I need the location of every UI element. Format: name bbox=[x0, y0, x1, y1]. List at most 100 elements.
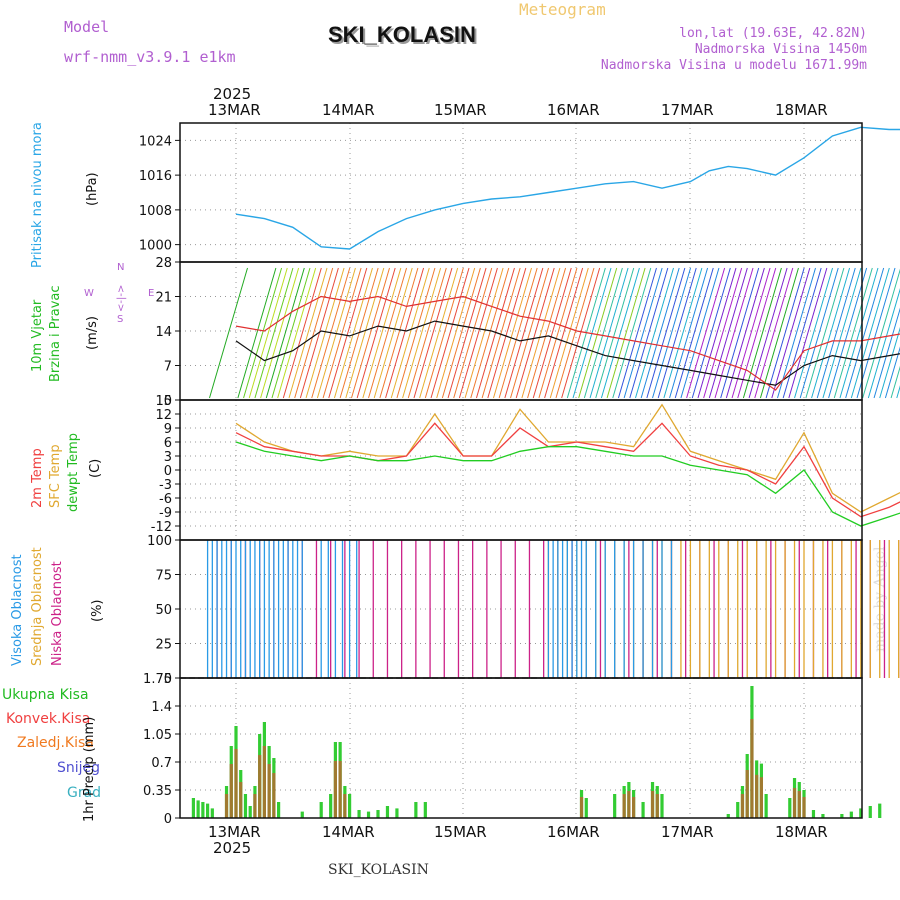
wind-barb bbox=[794, 267, 834, 399]
wind-barb bbox=[322, 267, 362, 399]
wind-barb bbox=[271, 267, 311, 399]
wind-barb bbox=[538, 267, 578, 399]
wind-barb bbox=[691, 267, 731, 399]
precip-total-bar bbox=[584, 798, 588, 818]
y-tick-label: 3 bbox=[164, 450, 172, 465]
wind-barb bbox=[294, 267, 334, 399]
precip-conv-bar bbox=[740, 794, 745, 818]
wind-barb bbox=[396, 267, 436, 399]
wind-barb bbox=[606, 267, 646, 399]
precip-total-bar bbox=[395, 808, 399, 818]
wind-barb bbox=[544, 267, 584, 399]
wind-barb bbox=[385, 267, 425, 399]
panel-frame bbox=[179, 122, 863, 263]
wind-barb bbox=[527, 267, 567, 399]
model-name: wrf-nmm_v3.9.1 e1km bbox=[64, 48, 236, 66]
page-title: SKI_KOLASIN bbox=[328, 22, 476, 47]
product-label: Meteogram bbox=[519, 0, 606, 19]
precip-legend-hail: Grad bbox=[67, 785, 102, 801]
wind-barb bbox=[515, 267, 555, 399]
precip-conv-bar bbox=[267, 764, 271, 818]
wind-barb bbox=[822, 267, 862, 399]
wind-barb bbox=[481, 267, 521, 399]
wind-barb bbox=[623, 267, 663, 399]
wind-barb bbox=[816, 267, 856, 399]
wind-barb bbox=[640, 267, 680, 399]
wind-barb bbox=[657, 267, 697, 399]
wind-barb bbox=[487, 267, 527, 399]
precip-conv-bar bbox=[262, 746, 266, 818]
precip-total-bar bbox=[243, 794, 248, 818]
y-tick-label: 0 bbox=[164, 394, 172, 409]
wind-barb bbox=[419, 267, 459, 399]
y-tick-label: 1.05 bbox=[143, 728, 172, 743]
precip-conv-bar bbox=[253, 794, 257, 818]
y-tick-label: 12 bbox=[155, 408, 172, 423]
wind-barb bbox=[453, 267, 493, 399]
y-tick-label: 0 bbox=[164, 464, 172, 479]
wind-barb bbox=[227, 268, 265, 398]
y-tick-label: 100 bbox=[147, 534, 172, 549]
wind-barb bbox=[708, 267, 748, 399]
precip-total-bar bbox=[277, 802, 281, 818]
wind-barb bbox=[277, 267, 317, 399]
wind-barb bbox=[879, 326, 900, 399]
wind-barb bbox=[867, 288, 900, 399]
precip-total-bar bbox=[201, 802, 205, 818]
wind-barb bbox=[629, 267, 669, 399]
precip-total-bar bbox=[840, 814, 844, 818]
wind-barb bbox=[356, 267, 396, 399]
precip-total-bar bbox=[660, 794, 664, 818]
precip-total-bar bbox=[764, 794, 768, 818]
y-tick-label: 50 bbox=[155, 603, 172, 618]
wind-barb bbox=[368, 267, 408, 399]
wind-barb bbox=[413, 267, 453, 399]
wind-barb bbox=[265, 267, 305, 399]
year-bottom: 2025 bbox=[213, 839, 252, 857]
y-tick-label: 1.75 bbox=[143, 672, 172, 687]
wind-barb bbox=[221, 268, 259, 398]
precip-total-bar bbox=[736, 802, 740, 818]
date-top-2: 15MAR bbox=[434, 101, 487, 119]
lonlat-label: lon,lat (19.63E, 42.82N) bbox=[679, 26, 867, 41]
compass-e: E bbox=[148, 288, 155, 299]
wind-barb bbox=[447, 267, 487, 399]
wind-barb bbox=[595, 267, 635, 399]
precip-total-bar bbox=[878, 803, 882, 818]
wind-barb bbox=[260, 267, 300, 399]
wind-barb bbox=[788, 267, 828, 399]
y-tick-label: -9 bbox=[159, 506, 172, 521]
footer-station: SKI_KOLASIN bbox=[328, 862, 429, 878]
precip-total-bar bbox=[366, 811, 371, 818]
wind-barb bbox=[288, 267, 328, 399]
wind-barb bbox=[617, 267, 657, 399]
precip-conv-bar bbox=[333, 761, 337, 818]
date-bottom-0: 13MAR bbox=[208, 823, 261, 841]
precip-conv-bar bbox=[627, 791, 631, 818]
precip-total-bar bbox=[300, 811, 304, 818]
precip-conv-bar bbox=[579, 797, 584, 818]
precip-conv-bar bbox=[622, 794, 626, 818]
date-bottom-1: 14MAR bbox=[322, 823, 375, 841]
precip-conv-bar bbox=[229, 764, 233, 818]
y-tick-label: -3 bbox=[159, 478, 172, 493]
wind-barb bbox=[475, 267, 515, 399]
wind-barb bbox=[635, 267, 674, 399]
precip-conv-bar bbox=[338, 761, 342, 818]
precip-total-bar bbox=[641, 802, 645, 818]
wind-barb bbox=[612, 267, 652, 399]
precip-conv-bar bbox=[802, 797, 806, 818]
wind-barb bbox=[674, 267, 714, 399]
wind-barb bbox=[737, 267, 777, 399]
data-layer bbox=[191, 126, 900, 818]
date-top-5: 18MAR bbox=[775, 101, 828, 119]
wind-barb bbox=[731, 267, 771, 399]
date-bottom-3: 16MAR bbox=[547, 823, 600, 841]
wind-barb bbox=[578, 267, 618, 399]
precip-total-bar bbox=[376, 810, 380, 818]
wind-barb bbox=[833, 267, 873, 399]
precip-conv-bar bbox=[759, 777, 763, 818]
precip-total-bar bbox=[849, 811, 853, 818]
y-tick-label: 7 bbox=[164, 360, 172, 375]
wind-barb bbox=[316, 267, 356, 399]
